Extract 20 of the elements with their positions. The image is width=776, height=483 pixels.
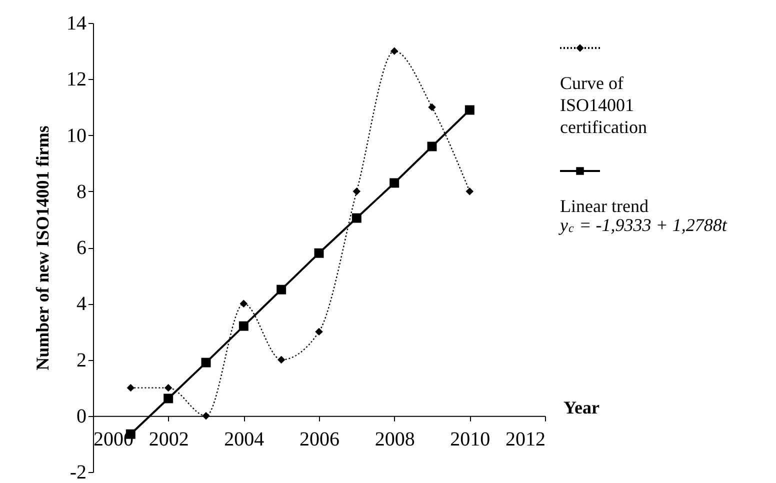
legend-label: Curve of ISO14001 certification	[560, 73, 647, 137]
y-tick-label: 12	[66, 68, 86, 91]
x-axis-title: Year	[564, 397, 600, 418]
x-tick-label: 2010	[450, 428, 490, 450]
y-tick-label: 4	[76, 293, 86, 316]
y-tick-label: 2	[76, 349, 86, 372]
y-tick-label: 6	[76, 237, 86, 259]
x-tick-label: 2006	[300, 428, 340, 450]
y-axis-title: Number of new ISO14001 firms	[32, 126, 52, 370]
x-tick-label: 2004	[224, 428, 264, 450]
y-tick-label: 10	[66, 124, 86, 147]
x-tick-label: 2008	[374, 428, 415, 450]
text: yc = -1,9333 + 1,2788t	[558, 215, 728, 235]
legend-label: Linear trend	[560, 196, 648, 216]
x-tick-label: 2012	[506, 428, 546, 450]
y-tick-label: -2	[70, 462, 86, 483]
y-tick-label: 8	[76, 180, 86, 203]
x-tick-label: 2002	[148, 428, 189, 450]
y-tick-label: 0	[76, 405, 86, 428]
y-tick-label: 14	[66, 12, 86, 34]
